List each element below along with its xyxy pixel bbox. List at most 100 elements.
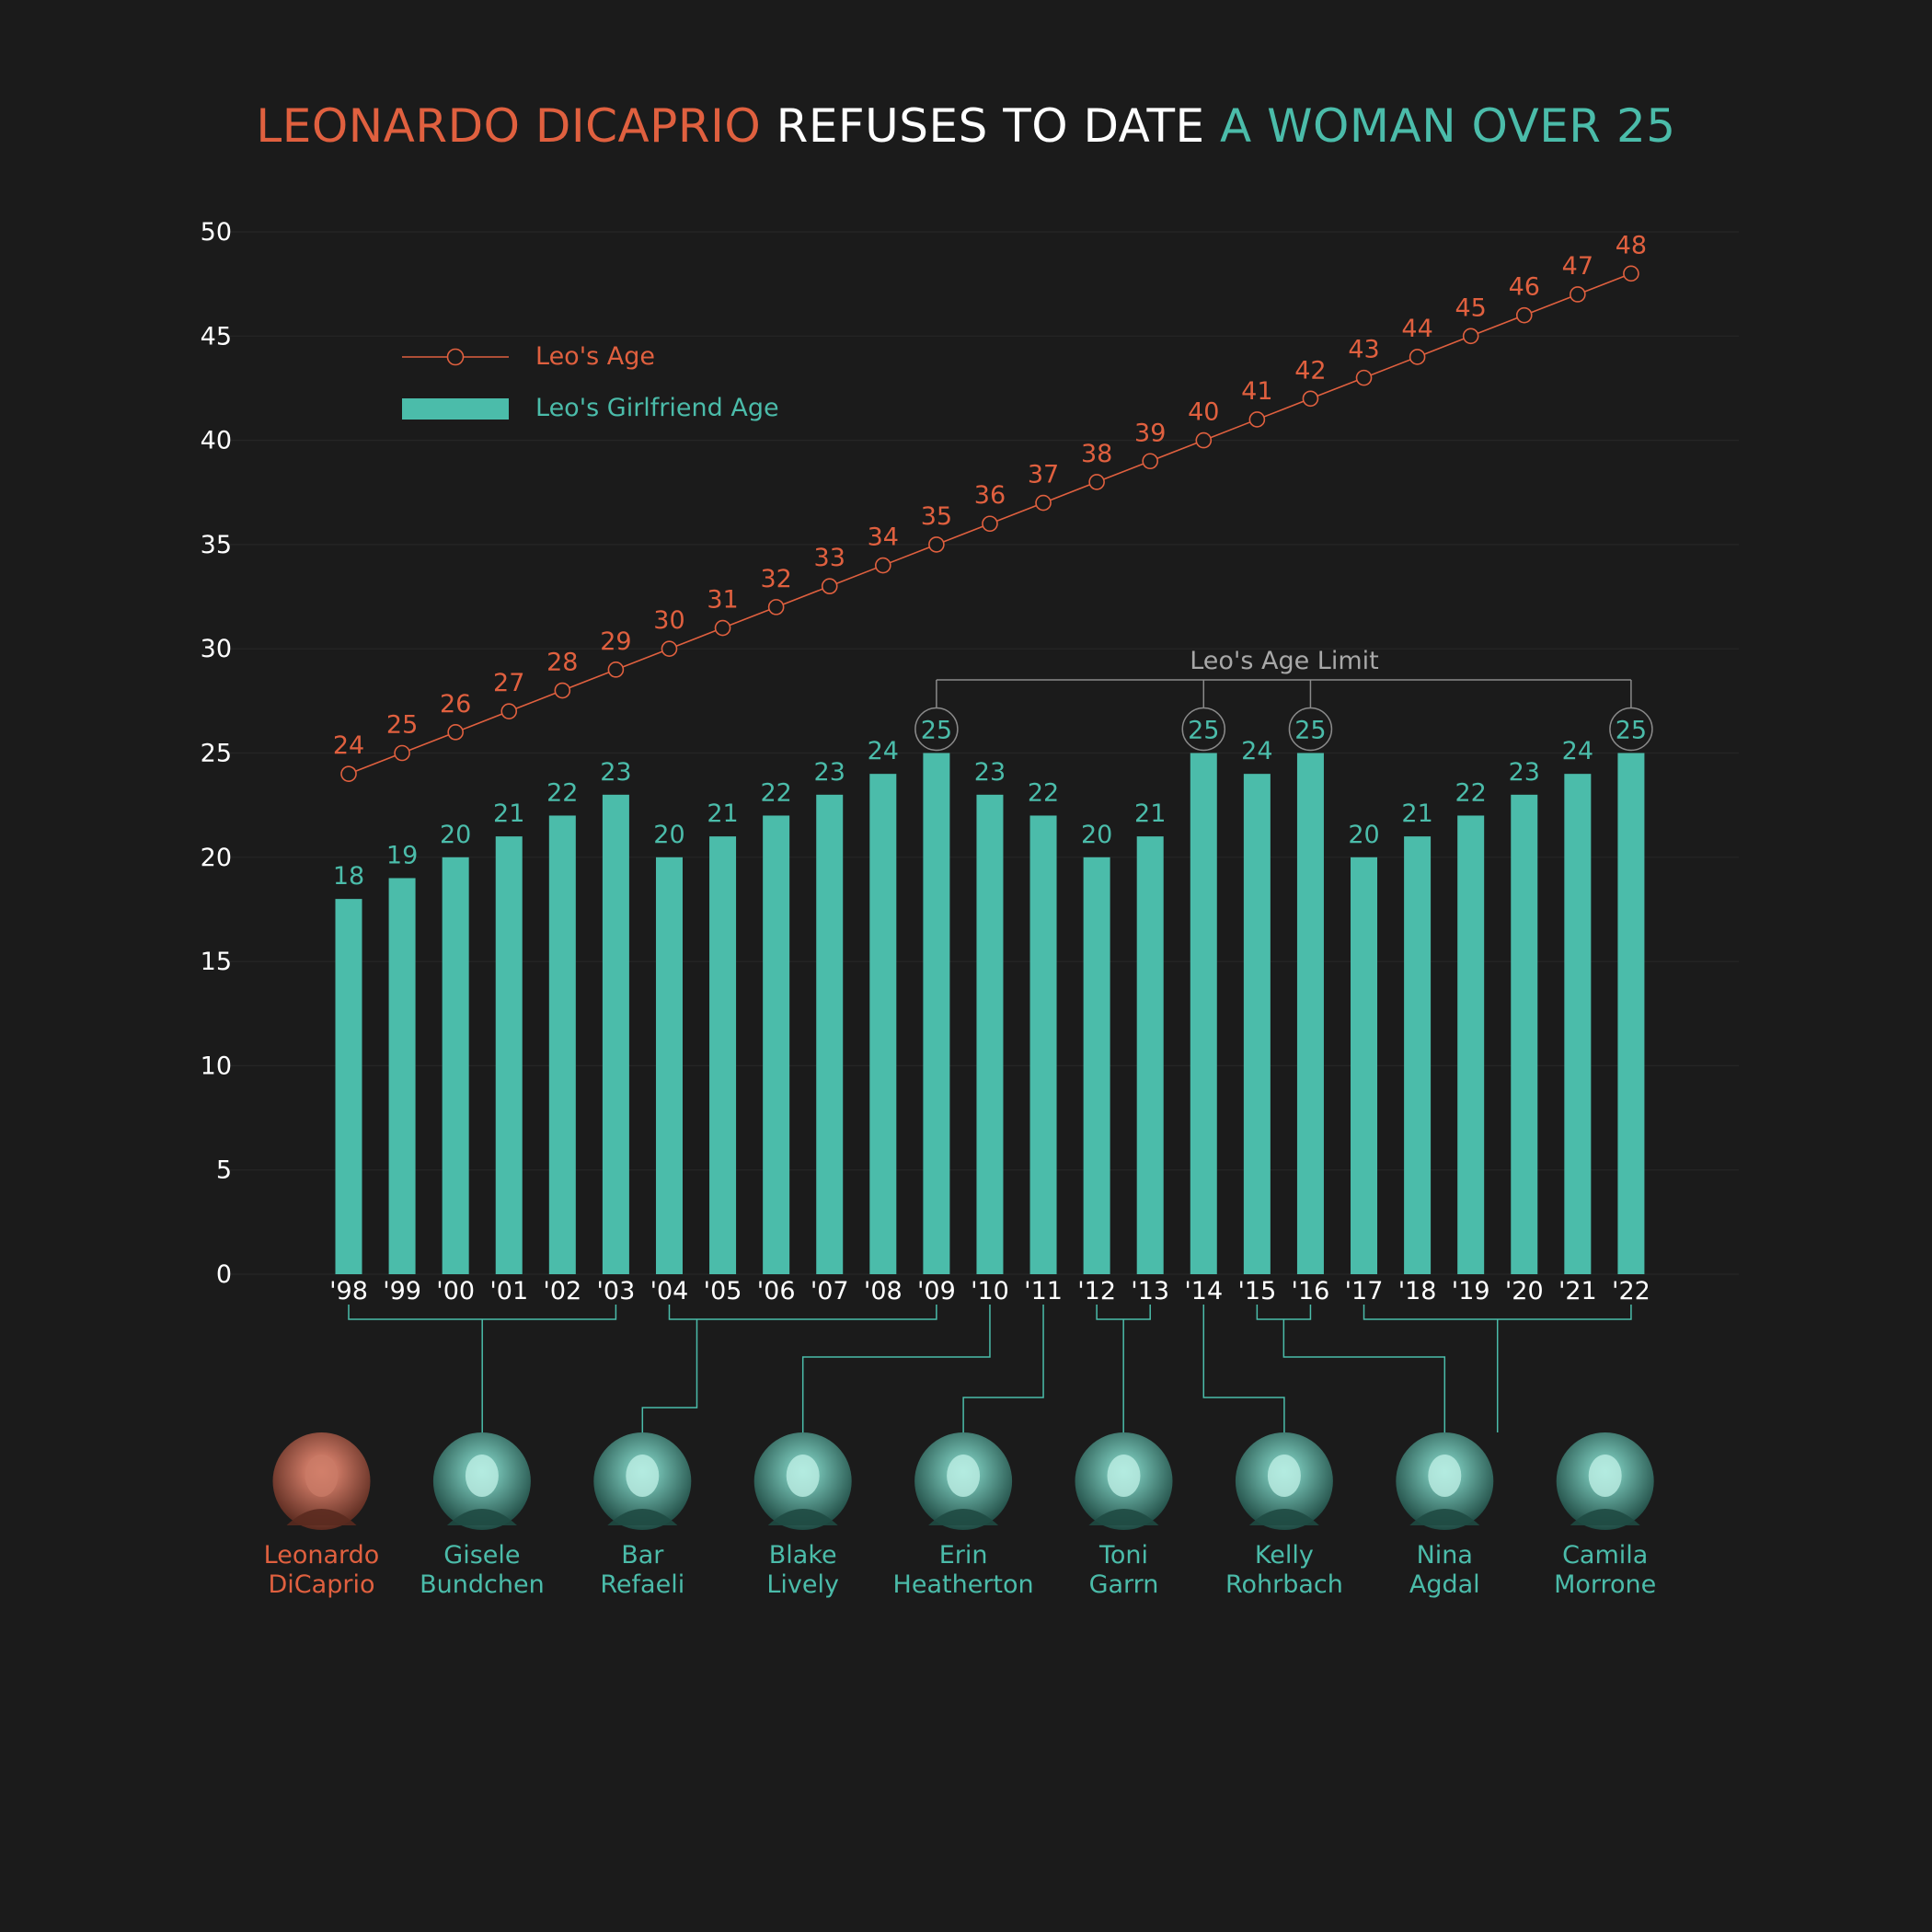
portrait-shoulders <box>1409 1509 1480 1525</box>
legend: Leo's Age Leo's Girlfriend Age <box>402 342 779 422</box>
x-tick-label: '10 <box>971 1277 1009 1305</box>
leo-age-label: 43 <box>1348 336 1379 364</box>
chart-title: LEONARDO DICAPRIO REFUSES TO DATE A WOMA… <box>0 99 1932 153</box>
relationship-brackets <box>348 1305 1632 1432</box>
y-tick-label: 10 <box>201 1052 232 1080</box>
portrait-face <box>305 1455 339 1497</box>
bar <box>1351 857 1378 1274</box>
bar <box>1136 836 1164 1274</box>
leo-age-point <box>714 619 731 637</box>
bar-value-label: 25 <box>1188 717 1219 745</box>
portrait-face <box>786 1455 820 1497</box>
age-limit-label: Leo's Age Limit <box>1190 647 1379 675</box>
bar <box>1457 815 1485 1274</box>
person-name-line: Bundchen <box>420 1570 545 1599</box>
leo-age-point <box>928 536 945 553</box>
x-tick-label: '14 <box>1184 1277 1223 1305</box>
bar <box>1190 753 1217 1274</box>
bar-value-label: 20 <box>1081 821 1112 849</box>
year-range-bracket <box>668 1305 937 1320</box>
portrait-face <box>465 1455 499 1497</box>
bar-value-label: 24 <box>1562 737 1593 765</box>
legend-girlfriend-label: Leo's Girlfriend Age <box>535 394 779 422</box>
bar <box>1296 753 1324 1274</box>
bar-value-label: 20 <box>1348 821 1379 849</box>
bar <box>869 774 897 1274</box>
portrait-face <box>1428 1455 1462 1497</box>
portrait-shoulders <box>446 1509 517 1525</box>
leo-age-point <box>500 703 518 719</box>
portrait-face <box>1107 1455 1141 1497</box>
year-range-bracket <box>348 1305 617 1320</box>
leo-age-label: 24 <box>333 731 364 760</box>
leo-age-label: 39 <box>1134 419 1166 447</box>
leo-age-label: 41 <box>1241 377 1272 406</box>
leo-age-point <box>1142 453 1158 470</box>
leo-age-label: 30 <box>653 606 684 635</box>
x-tick-label: '08 <box>864 1277 903 1305</box>
title-part-leo: LEONARDO DICAPRIO <box>256 99 762 153</box>
bar <box>1511 794 1538 1274</box>
bar-value-label: 18 <box>333 862 364 891</box>
person-name-line: Gisele <box>443 1541 520 1570</box>
x-tick-label: '16 <box>1292 1277 1330 1305</box>
leo-age-point <box>1623 265 1639 282</box>
portrait-shoulders <box>928 1509 999 1525</box>
person-name-line: Lively <box>766 1570 839 1599</box>
y-tick-label: 45 <box>201 322 232 351</box>
connector-line <box>1282 1319 1446 1432</box>
legend-leo-label: Leo's Age <box>535 342 655 371</box>
connector-line <box>962 1305 1044 1432</box>
leo-age-point <box>607 661 625 678</box>
y-tick-label: 25 <box>201 740 232 768</box>
bar <box>1083 857 1110 1274</box>
bar-value-label: 23 <box>1509 758 1540 787</box>
leo-age-label: 34 <box>868 523 899 552</box>
leo-age-point <box>340 765 357 782</box>
x-tick-label: '01 <box>489 1277 528 1305</box>
person-name-line: Morrone <box>1554 1570 1656 1599</box>
leo-age-label: 36 <box>974 481 1006 510</box>
leo-age-label: 48 <box>1616 231 1647 259</box>
leo-age-line: 24 25 26 27 28 29 30 31 32 33 34 35 36 37 38 39 40 41 42 43… <box>333 231 1647 782</box>
bar-value-label: 22 <box>760 778 791 807</box>
year-range-bracket <box>1096 1305 1151 1320</box>
leo-age-point <box>1462 328 1479 345</box>
leo-age-label: 40 <box>1188 398 1219 427</box>
bar <box>1617 753 1645 1274</box>
y-tick-label: 35 <box>201 531 232 559</box>
leo-age-point <box>821 578 838 595</box>
y-tick-label: 0 <box>216 1260 232 1289</box>
portrait-shoulders <box>1570 1509 1640 1525</box>
person-name-line: Camila <box>1562 1541 1648 1570</box>
person-name-line: Leonardo <box>264 1541 380 1570</box>
person-name-line: Nina <box>1417 1541 1473 1570</box>
title-part-girlfriend: A WOMAN OVER 25 <box>1220 99 1676 153</box>
y-tick-label: 30 <box>201 635 232 663</box>
leo-age-point <box>1570 286 1586 303</box>
bar-value-label: 25 <box>921 717 952 745</box>
year-range-bracket <box>1256 1305 1312 1320</box>
portrait-shoulders <box>1088 1509 1159 1525</box>
leo-age-label: 25 <box>386 711 418 740</box>
bar-value-label: 21 <box>1134 799 1166 828</box>
bar-value-label: 23 <box>814 758 845 787</box>
leo-age-point <box>1302 390 1319 408</box>
y-tick-label: 20 <box>201 844 232 872</box>
bar-value-label: 21 <box>493 799 524 828</box>
x-tick-label: '22 <box>1612 1277 1650 1305</box>
x-tick-label: '06 <box>757 1277 796 1305</box>
leo-age-point <box>1035 494 1052 512</box>
leo-age-point <box>767 599 785 615</box>
x-tick-label: '13 <box>1131 1277 1169 1305</box>
leo-age-label: 46 <box>1509 273 1540 302</box>
bar-value-label: 22 <box>1028 778 1059 807</box>
x-tick-label: '00 <box>436 1277 475 1305</box>
y-tick-label: 5 <box>216 1156 232 1185</box>
